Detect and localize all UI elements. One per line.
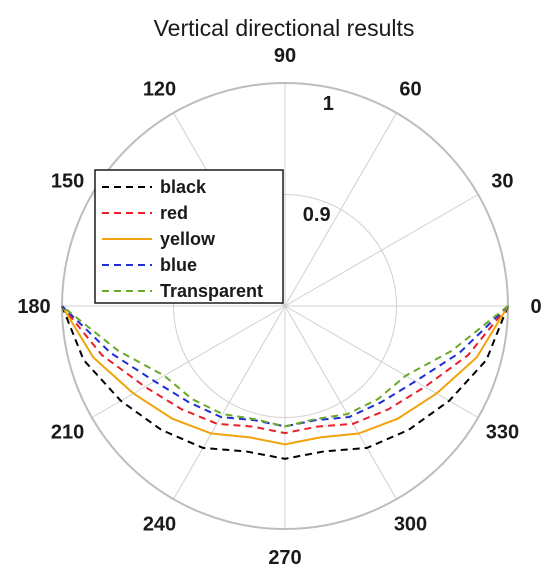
legend-item-transparent: Transparent bbox=[102, 281, 263, 301]
angle-label-60: 60 bbox=[399, 79, 421, 101]
series-line-blue bbox=[61, 305, 509, 428]
axis-labels: 0 30 60 90 120 150 180 210 240 270 300 330 0.9 1 bbox=[17, 45, 541, 569]
legend-item-red: red bbox=[102, 203, 188, 223]
series-layer bbox=[61, 305, 509, 460]
angle-label-180: 180 bbox=[17, 296, 50, 318]
angle-label-210: 210 bbox=[51, 422, 84, 444]
ring-0.9 bbox=[173, 194, 397, 418]
legend-item-blue: blue bbox=[102, 255, 197, 275]
legend-label: yellow bbox=[160, 229, 216, 249]
legend-label: black bbox=[160, 177, 207, 197]
r-tick-label-1: 1 bbox=[323, 93, 334, 115]
angle-label-150: 150 bbox=[51, 171, 84, 193]
angle-label-90: 90 bbox=[274, 45, 296, 67]
legend-item-black: black bbox=[102, 177, 207, 197]
legend-item-yellow: yellow bbox=[102, 229, 216, 249]
series-line-black bbox=[61, 305, 509, 460]
legend-label: red bbox=[160, 203, 188, 223]
series-line-red bbox=[61, 305, 509, 435]
polar-grid bbox=[61, 82, 509, 530]
angle-label-330: 330 bbox=[486, 422, 519, 444]
angle-label-30: 30 bbox=[491, 171, 513, 193]
legend-label: Transparent bbox=[160, 281, 263, 301]
legend: black red yellow blue Transparent bbox=[94, 169, 284, 304]
angle-label-300: 300 bbox=[394, 513, 427, 535]
series-line-yellow bbox=[61, 305, 509, 446]
chart-title: Vertical directional results bbox=[154, 15, 415, 41]
angle-label-240: 240 bbox=[143, 513, 176, 535]
r-tick-label-0.9: 0.9 bbox=[303, 204, 331, 226]
angle-label-120: 120 bbox=[143, 79, 176, 101]
angle-label-0: 0 bbox=[530, 296, 541, 318]
legend-label: blue bbox=[160, 255, 197, 275]
angle-label-270: 270 bbox=[268, 547, 301, 569]
series-line-transparent bbox=[61, 305, 509, 428]
legend-box bbox=[94, 169, 284, 304]
